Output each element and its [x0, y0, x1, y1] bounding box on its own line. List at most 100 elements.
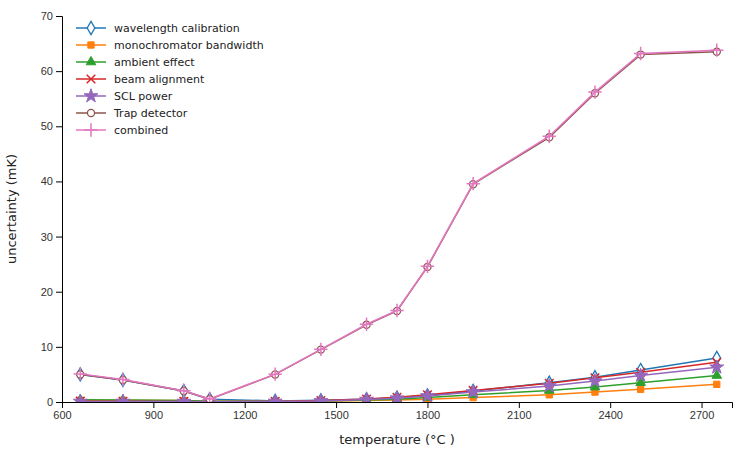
data-point	[269, 367, 282, 380]
tick-mark	[519, 402, 520, 408]
data-point	[390, 391, 404, 402]
data-point	[360, 318, 373, 331]
data-point	[421, 260, 434, 273]
tick-mark	[427, 402, 428, 408]
legend-marker	[87, 21, 95, 34]
series	[76, 358, 721, 402]
data-point	[634, 47, 647, 60]
series-line	[80, 52, 717, 399]
data-point	[710, 360, 724, 373]
plot: 6009001200150018002100240027000102030405…	[41, 10, 733, 421]
legend-label: Trap detector	[113, 107, 188, 120]
legend-marker	[84, 89, 98, 102]
legend-marker	[84, 123, 97, 136]
data-point	[588, 85, 601, 98]
data-point	[314, 343, 327, 356]
data-point	[466, 385, 480, 398]
tick: 1200	[233, 402, 257, 421]
legend-label: wavelength calibration	[114, 22, 240, 35]
tick-mark	[702, 402, 703, 408]
tick-mark	[56, 402, 62, 403]
x-axis-title: temperature (°C )	[339, 432, 455, 447]
tick-label: 900	[145, 409, 163, 421]
tick: 2700	[690, 402, 714, 421]
tick-mark	[56, 347, 62, 348]
data-point	[543, 130, 556, 143]
data-point	[268, 394, 282, 402]
tick-label: 70	[41, 10, 53, 22]
tick-mark	[56, 71, 62, 72]
tick-label: 30	[41, 231, 53, 243]
data-point	[588, 374, 602, 387]
x-axis: 600900120015001800210024002700	[53, 402, 732, 421]
tick-label: 2400	[598, 409, 622, 421]
legend-item: wavelength calibration	[76, 21, 240, 34]
tick: 70	[41, 10, 62, 22]
axis-line	[56, 17, 63, 403]
legend-item: ambient effect	[76, 56, 195, 69]
legend: wavelength calibration monochromator band…	[76, 21, 264, 136]
legend-label: ambient effect	[114, 56, 195, 69]
data-point	[116, 373, 129, 386]
tick-label: 2700	[690, 409, 714, 421]
legend-label: SCL power	[114, 90, 173, 103]
series	[77, 48, 721, 402]
y-axis: 0 10 20 30 40 50 60 70	[41, 10, 63, 408]
data-point	[714, 381, 720, 387]
tick-mark	[56, 237, 62, 238]
data-point	[116, 394, 130, 402]
data-point	[360, 392, 374, 402]
tick: 40	[41, 175, 62, 187]
tick-label: 1500	[324, 409, 348, 421]
axis-line	[63, 403, 733, 409]
series	[76, 351, 720, 402]
tick-mark	[56, 292, 62, 293]
data-point	[73, 394, 87, 402]
tick: 60	[41, 65, 62, 77]
tick: 10	[41, 341, 62, 353]
tick-mark	[153, 402, 154, 408]
data-point	[637, 386, 643, 392]
tick-label: 1800	[416, 409, 440, 421]
tick: 0	[47, 396, 62, 408]
data-point	[634, 368, 648, 381]
tick: 900	[145, 402, 163, 421]
data-point	[74, 367, 87, 380]
legend-label: monochromator bandwidth	[114, 39, 264, 52]
series	[74, 44, 724, 402]
series-group	[73, 44, 723, 402]
tick-label: 1200	[233, 409, 257, 421]
tick: 2400	[598, 402, 622, 421]
tick-mark	[56, 181, 62, 182]
data-point	[466, 177, 479, 190]
legend-item: combined	[76, 123, 168, 137]
tick-label: 40	[41, 175, 53, 187]
legend-marker	[88, 42, 94, 48]
data-point	[421, 389, 435, 402]
tick-label: 20	[41, 286, 53, 298]
tick-label: 10	[41, 341, 53, 353]
tick: 50	[41, 120, 62, 132]
chart: 6009001200150018002100240027000102030405…	[0, 0, 756, 454]
legend-label: beam alignment	[114, 73, 205, 86]
data-point	[542, 379, 556, 392]
tick-label: 50	[41, 120, 53, 132]
data-point	[314, 394, 328, 402]
series-line	[80, 50, 717, 399]
tick-mark	[336, 402, 337, 408]
tick-label: 0	[47, 396, 53, 408]
tick: 1800	[416, 402, 440, 421]
legend-item: SCL power	[76, 89, 173, 103]
tick: 30	[41, 231, 62, 243]
data-point	[203, 392, 216, 402]
tick-mark	[245, 402, 246, 408]
tick: 20	[41, 286, 62, 298]
tick-label: 600	[53, 409, 71, 421]
legend-item: beam alignment	[76, 73, 205, 86]
legend-marker	[86, 56, 96, 64]
legend-marker	[87, 75, 96, 84]
legend-item: monochromator bandwidth	[76, 39, 264, 52]
series	[73, 360, 723, 402]
tick-label: 60	[41, 65, 53, 77]
legend-marker	[87, 109, 94, 116]
